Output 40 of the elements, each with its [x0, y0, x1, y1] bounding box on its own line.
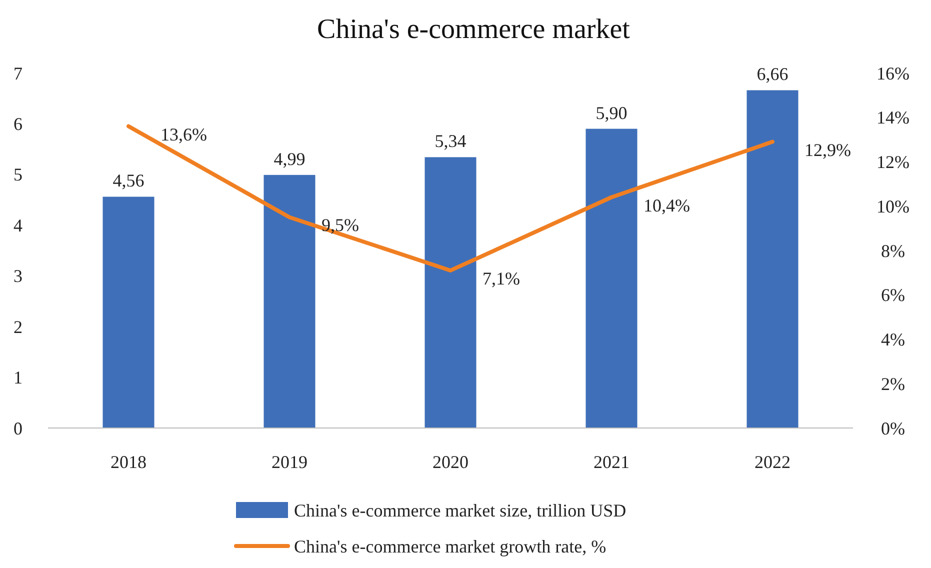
y2-tick-label: 12% — [876, 152, 910, 172]
y2-tick-label: 6% — [881, 285, 905, 306]
y-tick-label: 0 — [14, 418, 22, 438]
y2-tick-label: 4% — [881, 330, 905, 350]
data-label: 7,1% — [482, 268, 520, 288]
x-tick-label: 2018 — [110, 452, 146, 472]
legend-label: China's e-commerce market size, trillion USD — [294, 500, 626, 520]
x-tick-label: 2020 — [432, 452, 468, 472]
bar — [102, 196, 154, 428]
bar — [264, 174, 316, 428]
data-label: 12,9% — [804, 140, 851, 160]
y-tick-label: 2 — [14, 316, 22, 337]
y2-tick-label: 8% — [881, 240, 905, 261]
bar — [424, 157, 476, 428]
data-label: 4,99 — [274, 148, 306, 169]
y2-tick-label: 0% — [881, 418, 905, 438]
bar — [586, 128, 638, 428]
data-label: 6,66 — [756, 64, 788, 84]
data-label: 4,56 — [112, 170, 144, 191]
y2-tick-label: 10% — [876, 196, 910, 216]
y-tick-label: 5 — [14, 164, 22, 185]
y-tick-label: 1 — [14, 368, 22, 388]
y2-tick-label: 16% — [876, 63, 910, 84]
data-label: 13,6% — [160, 124, 207, 144]
data-label: 5,90 — [596, 102, 628, 123]
y2-tick-label: 2% — [881, 374, 905, 394]
data-label: 9,5% — [322, 215, 359, 236]
y-tick-label: 4 — [14, 215, 22, 236]
data-label: 10,4% — [644, 195, 690, 216]
y-tick-label: 7 — [14, 63, 22, 84]
y2-tick-label: 14% — [876, 108, 910, 128]
x-tick-label: 2021 — [594, 452, 630, 472]
y-tick-label: 3 — [14, 266, 22, 286]
chart-title: China's e-commerce market — [317, 14, 630, 45]
x-tick-label: 2022 — [754, 452, 790, 472]
x-tick-label: 2019 — [272, 452, 308, 472]
y-tick-label: 6 — [14, 114, 22, 134]
bar — [746, 90, 798, 428]
data-label: 5,34 — [434, 131, 466, 152]
legend-label: China's e-commerce market growth rate, % — [294, 536, 606, 556]
